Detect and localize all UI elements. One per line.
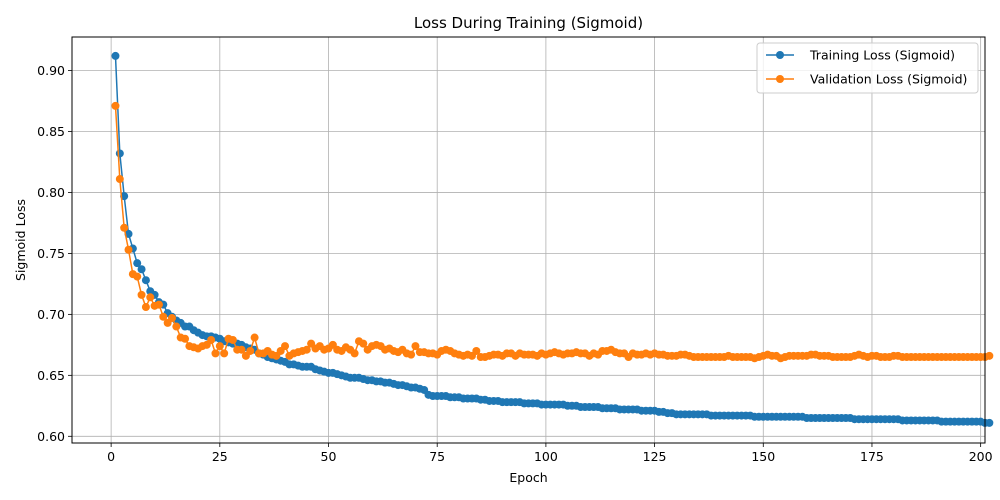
data-point xyxy=(359,339,368,348)
data-point xyxy=(146,293,155,302)
legend-label-training: Training Loss (Sigmoid) xyxy=(809,48,955,63)
chart-title: Loss During Training (Sigmoid) xyxy=(414,14,643,32)
x-tick-label: 175 xyxy=(860,449,884,464)
series-validation xyxy=(111,101,994,363)
data-point xyxy=(159,312,168,321)
y-axis-label: Sigmoid Loss xyxy=(13,199,28,281)
data-point xyxy=(120,223,129,232)
data-point xyxy=(207,335,216,344)
x-tick-label: 0 xyxy=(107,449,115,464)
data-point xyxy=(246,346,255,355)
legend-marker-validation xyxy=(776,75,784,83)
data-point xyxy=(137,290,146,299)
data-point xyxy=(111,51,120,60)
x-tick-label: 75 xyxy=(429,449,445,464)
data-point xyxy=(302,345,311,354)
data-point xyxy=(472,346,481,355)
data-point xyxy=(141,303,150,312)
plot-frame xyxy=(71,36,986,444)
x-tick-label: 25 xyxy=(212,449,228,464)
data-point xyxy=(115,149,124,158)
data-point xyxy=(133,259,142,268)
legend-entry-validation: Validation Loss (Sigmoid) xyxy=(766,72,967,87)
x-tick-label: 125 xyxy=(643,449,667,464)
y-tick-label: 0.70 xyxy=(37,307,65,322)
legend-entry-training: Training Loss (Sigmoid) xyxy=(766,48,955,63)
data-point xyxy=(985,418,994,427)
x-tick-label: 100 xyxy=(534,449,558,464)
data-point xyxy=(181,334,190,343)
data-point xyxy=(250,333,259,342)
data-point xyxy=(215,342,224,351)
legend-label-validation: Validation Loss (Sigmoid) xyxy=(810,72,967,87)
y-tick-label: 0.75 xyxy=(37,246,65,261)
data-point xyxy=(137,265,146,274)
legend-marker-training xyxy=(776,51,784,59)
data-point xyxy=(985,351,994,360)
y-tick-label: 0.90 xyxy=(37,63,65,78)
y-tick-label: 0.60 xyxy=(37,429,65,444)
axis-ticks: 0 25 50 75 100 125 150 175 200 0.60 0.65 0.70 0.75 0.… xyxy=(37,63,992,464)
legend-box xyxy=(756,42,979,94)
plot-series xyxy=(111,51,994,427)
data-point xyxy=(228,335,237,344)
x-tick-label: 50 xyxy=(321,449,337,464)
grid xyxy=(72,37,985,443)
data-point xyxy=(237,345,246,354)
data-point xyxy=(411,342,420,351)
data-point xyxy=(220,349,229,358)
x-axis-label: Epoch xyxy=(509,470,547,485)
y-tick-label: 0.65 xyxy=(37,368,65,383)
data-point xyxy=(141,276,150,285)
data-point xyxy=(407,350,416,359)
legend: Training Loss (Sigmoid) Validation Loss … xyxy=(756,42,979,94)
data-point xyxy=(168,314,176,323)
data-point xyxy=(111,101,120,110)
data-point xyxy=(124,245,133,254)
data-point xyxy=(350,349,359,358)
data-point xyxy=(115,175,124,184)
y-tick-label: 0.85 xyxy=(37,124,65,139)
x-tick-label: 200 xyxy=(969,449,993,464)
data-point xyxy=(211,349,220,358)
data-point xyxy=(154,300,163,309)
data-point xyxy=(172,322,181,331)
data-point xyxy=(133,272,142,281)
x-tick-label: 150 xyxy=(751,449,775,464)
data-point xyxy=(281,342,290,351)
y-tick-label: 0.80 xyxy=(37,185,65,200)
